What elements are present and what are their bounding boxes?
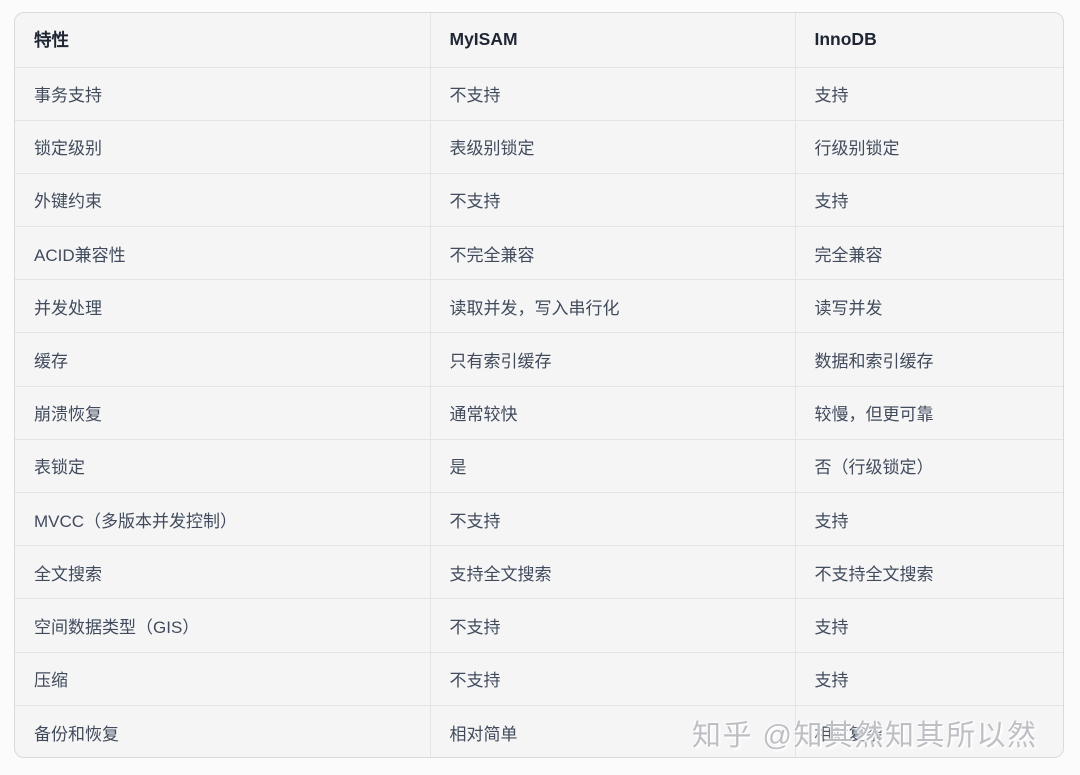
cell-feature: 事务支持 [15, 66, 430, 121]
cell-myisam: 通常较快 [429, 385, 795, 440]
cell-innodb: 较慢，但更可靠 [794, 385, 1063, 440]
cell-feature: 锁定级别 [15, 119, 430, 174]
table-row: 空间数据类型（GIS） 不支持 支持 [15, 598, 1063, 653]
cell-myisam: 不支持 [429, 491, 795, 546]
cell-innodb: 支持 [794, 491, 1063, 546]
cell-innodb: 支持 [794, 66, 1063, 121]
table-row: MVCC（多版本并发控制） 不支持 支持 [15, 491, 1063, 546]
cell-innodb: 不支持全文搜索 [794, 545, 1063, 599]
cell-myisam: 只有索引缓存 [429, 332, 795, 387]
cell-myisam: 不完全兼容 [429, 226, 795, 280]
cell-feature: ACID兼容性 [15, 226, 430, 280]
cell-myisam: 相对简单 [429, 704, 795, 757]
cell-innodb: 读写并发 [794, 279, 1063, 333]
cell-myisam: 不支持 [429, 651, 795, 706]
storage-engine-comparison-table: 特性 MyISAM InnoDB 事务支持 不支持 支持 锁定级别 表级别锁定 … [15, 13, 1063, 757]
cell-myisam: 不支持 [429, 172, 795, 227]
cell-feature: 崩溃恢复 [15, 385, 430, 440]
cell-myisam: 是 [429, 438, 795, 493]
table-row: 备份和恢复 相对简单 相对复杂 [15, 704, 1063, 757]
table-row: 全文搜索 支持全文搜索 不支持全文搜索 [15, 545, 1063, 599]
cell-innodb: 否（行级锁定） [794, 438, 1063, 493]
cell-innodb: 相对复杂 [794, 704, 1063, 757]
table-row: 锁定级别 表级别锁定 行级别锁定 [15, 119, 1063, 174]
column-header-myisam: MyISAM [429, 13, 795, 67]
header-row: 特性 MyISAM InnoDB [15, 13, 1063, 67]
cell-innodb: 完全兼容 [794, 226, 1063, 280]
cell-feature: 备份和恢复 [15, 704, 430, 757]
cell-feature: 空间数据类型（GIS） [15, 598, 430, 653]
cell-innodb: 数据和索引缓存 [794, 332, 1063, 387]
cell-myisam: 不支持 [429, 66, 795, 121]
table-row: 缓存 只有索引缓存 数据和索引缓存 [15, 332, 1063, 387]
cell-innodb: 支持 [794, 172, 1063, 227]
table-row: ACID兼容性 不完全兼容 完全兼容 [15, 226, 1063, 280]
cell-myisam: 支持全文搜索 [429, 545, 795, 599]
cell-feature: 外键约束 [15, 172, 430, 227]
cell-feature: 压缩 [15, 651, 430, 706]
cell-innodb: 支持 [794, 651, 1063, 706]
cell-myisam: 读取并发，写入串行化 [429, 279, 795, 333]
table-row: 表锁定 是 否（行级锁定） [15, 438, 1063, 493]
column-header-innodb: InnoDB [794, 13, 1063, 67]
table-row: 压缩 不支持 支持 [15, 651, 1063, 706]
cell-feature: 缓存 [15, 332, 430, 387]
cell-innodb: 支持 [794, 598, 1063, 653]
column-header-feature: 特性 [34, 30, 69, 51]
cell-innodb: 行级别锁定 [794, 119, 1063, 174]
cell-myisam: 表级别锁定 [429, 119, 795, 174]
table-row: 崩溃恢复 通常较快 较慢，但更可靠 [15, 385, 1063, 440]
table-row: 事务支持 不支持 支持 [15, 66, 1063, 121]
cell-myisam: 不支持 [429, 598, 795, 653]
table-row: 外键约束 不支持 支持 [15, 172, 1063, 227]
cell-feature: 表锁定 [15, 438, 430, 493]
cell-feature: 并发处理 [15, 279, 430, 333]
cell-feature: MVCC（多版本并发控制） [15, 491, 430, 546]
comparison-table-card: 特性 MyISAM InnoDB 事务支持 不支持 支持 锁定级别 表级别锁定 … [14, 12, 1064, 758]
cell-feature: 全文搜索 [15, 545, 430, 599]
table-row: 并发处理 读取并发，写入串行化 读写并发 [15, 279, 1063, 333]
